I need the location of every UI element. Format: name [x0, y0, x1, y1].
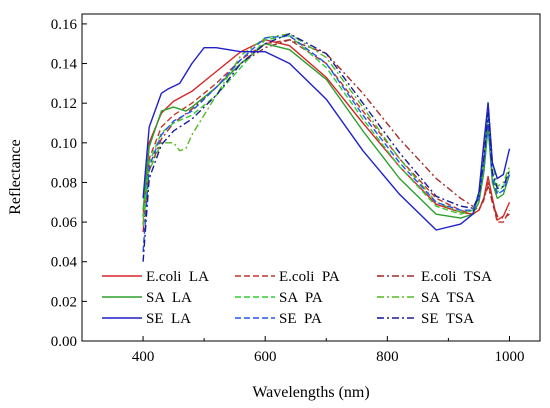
- y-tick-label: 0.02: [51, 294, 77, 310]
- series-lines: [142, 33, 511, 262]
- plot-frame: [81, 13, 541, 342]
- y-tick-label: 0.16: [51, 17, 78, 33]
- legend-label: E.coli PA: [279, 269, 340, 285]
- series-line: [142, 33, 511, 262]
- legend-label: E.coli LA: [146, 269, 209, 285]
- x-tick-label: 400: [132, 349, 155, 365]
- y-tick-label: 0.04: [51, 255, 78, 271]
- series-line: [142, 35, 511, 252]
- series-line: [142, 47, 511, 231]
- y-axis-title: Reflectance: [7, 139, 24, 215]
- y-axis: 0.00 0.02 0.04 0.06 0.08 0.10 0.12 0.14 0.16: [51, 17, 87, 350]
- legend: E.coli LA E.coli PA E.coli TSA SA LA SA PA SA…: [102, 269, 492, 327]
- legend-label: SE LA: [146, 311, 191, 327]
- x-tick-label: 800: [376, 349, 399, 365]
- legend-label: SA PA: [279, 290, 323, 306]
- series-line: [142, 39, 511, 221]
- legend-label: SA LA: [146, 290, 192, 306]
- x-tick-label: 1000: [494, 349, 524, 365]
- x-tick-label: 600: [254, 349, 277, 365]
- y-tick-label: 0.06: [51, 215, 78, 231]
- legend-label: SE TSA: [421, 311, 474, 327]
- y-tick-label: 0.00: [51, 334, 77, 350]
- series-line: [142, 35, 511, 219]
- series-line: [142, 39, 510, 233]
- x-axis-title: Wavelengths (nm): [252, 384, 369, 401]
- x-axis: 400 600 800 1000: [81, 336, 524, 365]
- y-tick-label: 0.08: [51, 175, 77, 191]
- y-tick-label: 0.10: [51, 136, 77, 152]
- y-tick-label: 0.14: [51, 57, 78, 73]
- legend-label: SE PA: [279, 311, 322, 327]
- y-tick-label: 0.12: [51, 96, 77, 112]
- series-line: [142, 43, 511, 219]
- series-line: [142, 33, 511, 227]
- legend-label: SA TSA: [421, 290, 475, 306]
- legend-label: E.coli TSA: [421, 269, 492, 285]
